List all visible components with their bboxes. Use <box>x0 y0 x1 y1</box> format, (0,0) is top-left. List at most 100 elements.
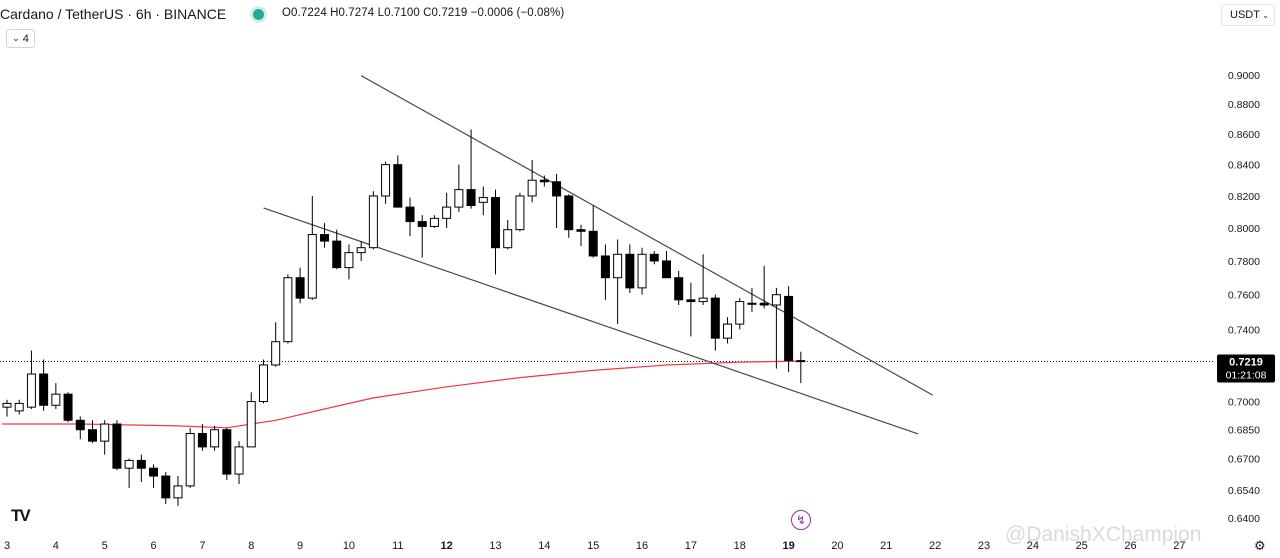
date-tick-label: 18 <box>734 540 746 552</box>
candle-body <box>723 323 733 339</box>
candle-body <box>14 402 24 412</box>
candle-body <box>39 373 49 406</box>
candle <box>51 383 61 410</box>
candle-body <box>429 217 439 227</box>
date-tick-label: 14 <box>538 540 550 552</box>
price-tick-label: 0.6850 <box>1228 425 1260 437</box>
candle-body <box>796 360 806 363</box>
candle-body <box>661 260 671 279</box>
candle-body <box>51 393 61 406</box>
candle <box>368 191 378 250</box>
price-tag-countdown: 01:21:08 <box>1226 370 1267 382</box>
date-tick-label: 5 <box>102 540 108 552</box>
candle-body <box>161 475 171 499</box>
candle <box>332 229 342 270</box>
candle <box>759 265 769 309</box>
indicators-toggle-button[interactable]: ⌄ 4 <box>6 29 35 48</box>
candle-body <box>649 253 659 262</box>
candle-body <box>539 179 549 183</box>
date-tick-label: 19 <box>782 540 794 552</box>
candle <box>723 317 733 344</box>
candle <box>771 287 781 369</box>
candle <box>246 392 256 448</box>
date-tick-label: 11 <box>392 540 403 552</box>
candle <box>100 420 110 455</box>
candle <box>87 420 97 444</box>
candle-body <box>283 277 293 343</box>
candle <box>197 424 207 451</box>
candle <box>588 205 598 258</box>
candle-body <box>87 429 97 442</box>
candle-body <box>600 255 610 279</box>
candle <box>661 250 671 279</box>
currency-label: USDT <box>1230 9 1260 21</box>
candle-body <box>320 234 330 242</box>
candle-body <box>258 364 268 403</box>
indicator-count: 4 <box>22 32 29 45</box>
date-tick-label: 21 <box>880 540 892 552</box>
candle <box>747 287 757 312</box>
candle <box>295 267 305 304</box>
date-tick-label: 20 <box>831 540 843 552</box>
moving-average-line <box>2 360 804 429</box>
date-tick-label: 27 <box>1173 540 1185 552</box>
candle <box>63 392 73 423</box>
candle <box>405 197 415 237</box>
candle-body <box>381 164 391 197</box>
candle <box>381 161 391 204</box>
candle <box>735 298 745 330</box>
price-tick-label: 0.7000 <box>1228 397 1260 409</box>
candle-body <box>26 373 36 408</box>
candle <box>491 189 500 275</box>
candle-body <box>637 253 647 289</box>
date-tick-label: 9 <box>297 540 303 552</box>
candle-body <box>2 402 12 408</box>
price-tick-label: 0.8400 <box>1228 160 1260 172</box>
candle-body <box>564 195 574 231</box>
price-tick-label: 0.6700 <box>1228 453 1260 465</box>
candle-body <box>552 181 562 197</box>
candle <box>26 350 36 410</box>
candle-body <box>149 467 159 477</box>
candle-body <box>234 446 244 475</box>
candle <box>222 427 232 480</box>
currency-select[interactable]: USDT ⌄ <box>1221 4 1275 26</box>
date-tick-label: 12 <box>441 540 453 552</box>
candle-body <box>698 297 708 303</box>
price-tick-label: 0.6540 <box>1228 485 1260 497</box>
date-tick-label: 4 <box>53 540 59 552</box>
date-tick-label: 15 <box>587 540 599 552</box>
candle <box>637 247 647 295</box>
candle <box>429 215 439 229</box>
candle <box>600 244 610 300</box>
flash-icon[interactable]: ↯ <box>791 510 811 530</box>
date-tick-label: 7 <box>199 540 205 552</box>
price-tick-label: 0.8000 <box>1228 223 1260 235</box>
candle <box>75 416 85 440</box>
candle-body <box>173 485 183 499</box>
date-tick-label: 26 <box>1124 540 1136 552</box>
chevron-down-icon: ⌄ <box>12 33 20 43</box>
candle-body <box>454 189 464 208</box>
settings-icon[interactable]: ⚙ <box>1254 538 1266 553</box>
price-tick-label: 0.8200 <box>1228 191 1260 203</box>
candles <box>2 129 806 506</box>
candle <box>210 425 220 451</box>
candle <box>552 173 562 229</box>
symbol-title[interactable]: Cardano / TetherUS · 6h · BINANCE <box>0 6 227 22</box>
candle <box>649 250 659 265</box>
candle <box>2 399 12 417</box>
candle <box>271 322 281 367</box>
date-tick-label: 25 <box>1076 540 1088 552</box>
candle-body <box>527 179 537 197</box>
candle <box>283 274 293 344</box>
price-axis: 0.9000 0.8800 0.8600 0.8400 0.8200 0.8000 0.78… <box>1228 70 1260 525</box>
candle <box>674 270 684 305</box>
candle <box>344 244 354 280</box>
price-tick-label: 0.7400 <box>1228 324 1260 336</box>
candle <box>613 239 623 325</box>
candle-body <box>759 302 769 306</box>
price-tick-label: 0.8800 <box>1228 99 1260 111</box>
